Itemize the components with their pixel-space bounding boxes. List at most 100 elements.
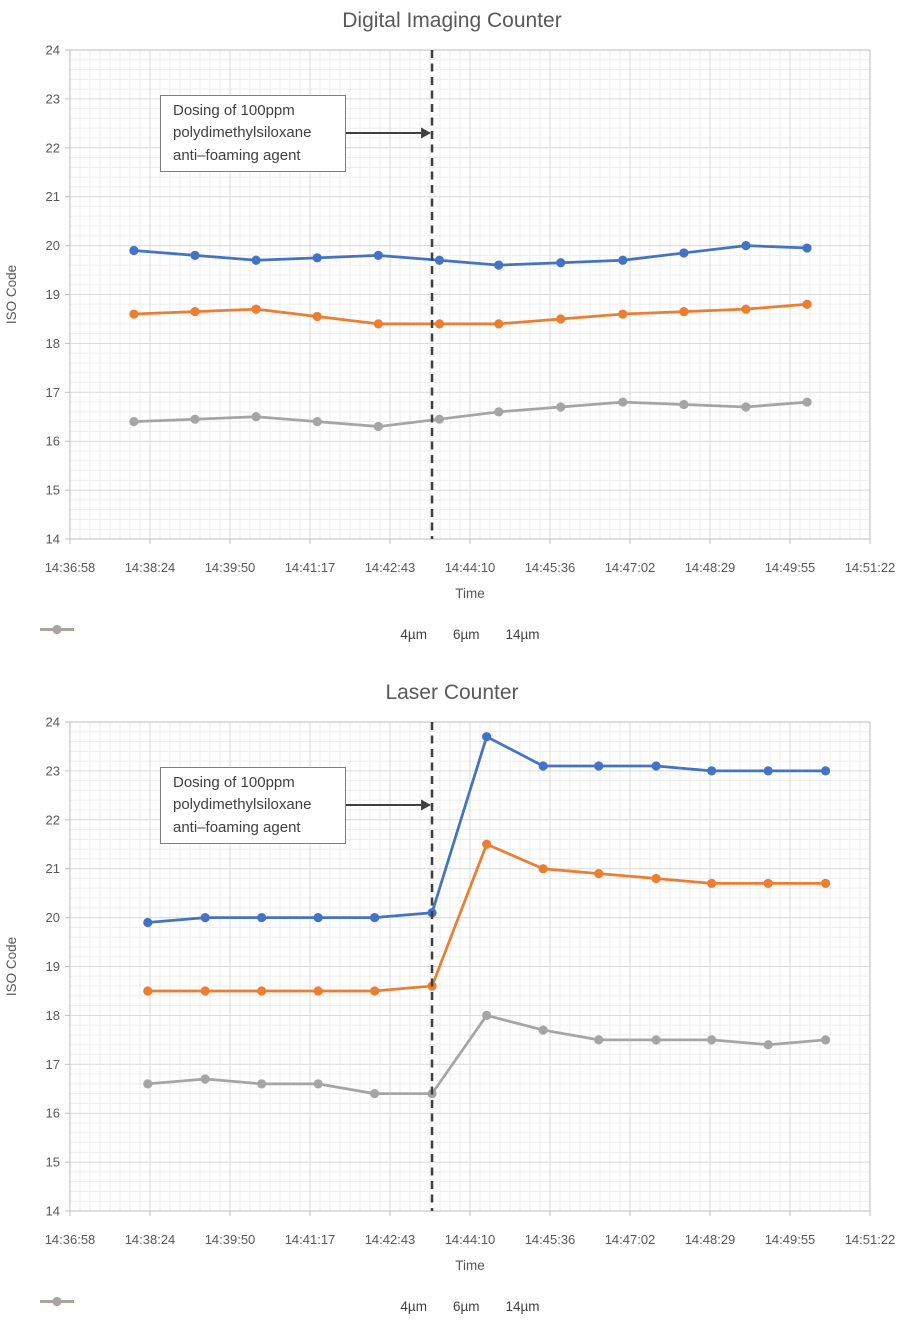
data-point-marker <box>802 299 812 309</box>
data-point-marker <box>618 397 628 407</box>
legend-label: 4µm <box>400 1298 427 1314</box>
data-point-marker <box>679 248 689 258</box>
legend-label: 14µm <box>505 1298 540 1314</box>
data-point-marker <box>618 309 628 319</box>
data-point-marker <box>313 986 323 996</box>
y-tick-label: 20 <box>46 238 60 253</box>
data-point-marker <box>538 864 548 874</box>
chart-digital-imaging-counter: 14:36:58 14:38:24 14:39:50 14:41:17 14:42:43… <box>0 0 900 660</box>
data-point-marker <box>370 1089 380 1099</box>
y-tick-label: 17 <box>46 1057 60 1072</box>
x-tick-label: 14:49:55 <box>765 1232 816 1247</box>
arrow-head <box>421 127 432 139</box>
data-point-marker <box>556 314 566 324</box>
chart-title: Digital Imaging Counter <box>342 9 561 32</box>
data-point-marker <box>257 913 267 923</box>
y-axis-title: ISO Code <box>4 937 19 996</box>
data-point-marker <box>594 868 604 879</box>
series-6um <box>129 299 812 329</box>
data-point-marker <box>538 1025 548 1035</box>
x-tick-label: 14:45:36 <box>525 1232 576 1247</box>
x-tick-label: 14:45:36 <box>525 560 576 575</box>
data-point-marker <box>494 407 504 417</box>
arrow-head <box>421 799 432 811</box>
data-point-marker <box>556 402 566 412</box>
x-tick-label: 14:42:43 <box>365 560 416 575</box>
data-point-marker <box>190 250 200 260</box>
chart-laser-counter: 14:36:58 14:38:24 14:39:50 14:41:17 14:42:43… <box>0 672 900 1321</box>
plot-laser: 14:36:58 14:38:24 14:39:50 14:41:17 14:42:43… <box>4 681 895 1273</box>
data-point-marker <box>651 761 661 771</box>
y-tick-label: 16 <box>46 1106 60 1121</box>
x-tick-label: 14:39:50 <box>205 1232 256 1247</box>
data-point-marker <box>707 878 717 888</box>
data-point-marker <box>618 255 628 265</box>
data-point-marker <box>820 766 831 776</box>
data-point-marker <box>312 253 322 263</box>
data-point-marker <box>820 1035 831 1045</box>
legend: 4µm 6µm 14µm <box>40 624 900 644</box>
data-point-marker <box>373 250 383 260</box>
data-point-marker <box>200 913 210 923</box>
data-point-marker <box>129 309 139 319</box>
x-tick-label: 14:38:24 <box>125 560 176 575</box>
data-point-marker <box>200 986 210 996</box>
data-point-marker <box>594 1035 604 1045</box>
data-point-marker <box>651 1035 661 1045</box>
data-point-marker <box>257 986 267 996</box>
data-point-marker <box>434 414 445 424</box>
axis-ticks: 14:36:58 14:38:24 14:39:50 14:41:17 14:42:43… <box>45 43 896 576</box>
x-tick-label: 14:41:17 <box>285 560 336 575</box>
data-point-marker <box>482 732 492 742</box>
legend-item-6um: 6µm <box>40 625 480 642</box>
y-tick-label: 18 <box>46 336 60 351</box>
data-point-marker <box>741 304 751 314</box>
data-point-marker <box>494 260 504 270</box>
x-axis-title: Time <box>455 586 485 601</box>
y-tick-label: 18 <box>46 1008 60 1023</box>
legend-label: 14µm <box>505 626 540 642</box>
legend-item-14um: 14µm <box>40 1297 540 1314</box>
y-tick-label: 15 <box>46 483 60 498</box>
x-tick-label: 14:44:10 <box>445 560 496 575</box>
data-point-marker <box>190 414 200 424</box>
y-tick-label: 23 <box>46 91 60 106</box>
x-tick-label: 14:38:24 <box>125 1232 176 1247</box>
data-point-marker <box>707 1035 717 1045</box>
x-tick-label: 14:51:22 <box>845 560 896 575</box>
data-point-marker <box>556 258 566 268</box>
data-point-marker <box>482 839 492 849</box>
y-tick-label: 15 <box>46 1155 60 1170</box>
legend-label: 4µm <box>400 626 427 642</box>
series-14um <box>129 397 812 432</box>
data-point-marker <box>763 1040 773 1050</box>
x-axis-title: Time <box>455 1258 485 1273</box>
data-point-marker <box>763 766 773 776</box>
x-tick-label: 14:48:29 <box>685 560 736 575</box>
legend-label: 6µm <box>452 626 480 642</box>
data-point-marker <box>820 878 831 888</box>
data-point-marker <box>129 245 139 256</box>
x-tick-label: 14:39:50 <box>205 560 256 575</box>
series-line <box>132 244 809 267</box>
y-tick-label: 22 <box>46 140 60 155</box>
data-point-marker <box>482 1010 492 1020</box>
series-line <box>132 400 809 428</box>
y-tick-label: 23 <box>46 763 60 778</box>
series-4um <box>143 732 831 928</box>
data-point-marker <box>312 311 322 322</box>
data-point-marker <box>143 917 153 928</box>
x-tick-label: 14:49:55 <box>765 560 816 575</box>
legend-swatch-marker <box>52 1297 62 1306</box>
data-point-marker <box>802 243 812 253</box>
x-tick-label: 14:47:02 <box>605 560 656 575</box>
data-point-marker <box>190 307 200 317</box>
series-4um <box>129 241 812 270</box>
data-point-marker <box>370 913 380 923</box>
data-point-marker <box>313 913 323 923</box>
data-point-marker <box>434 255 445 265</box>
x-tick-label: 14:41:17 <box>285 1232 336 1247</box>
data-point-marker <box>251 412 261 422</box>
plot-digital-imaging: 14:36:58 14:38:24 14:39:50 14:41:17 14:42:43… <box>4 9 896 601</box>
